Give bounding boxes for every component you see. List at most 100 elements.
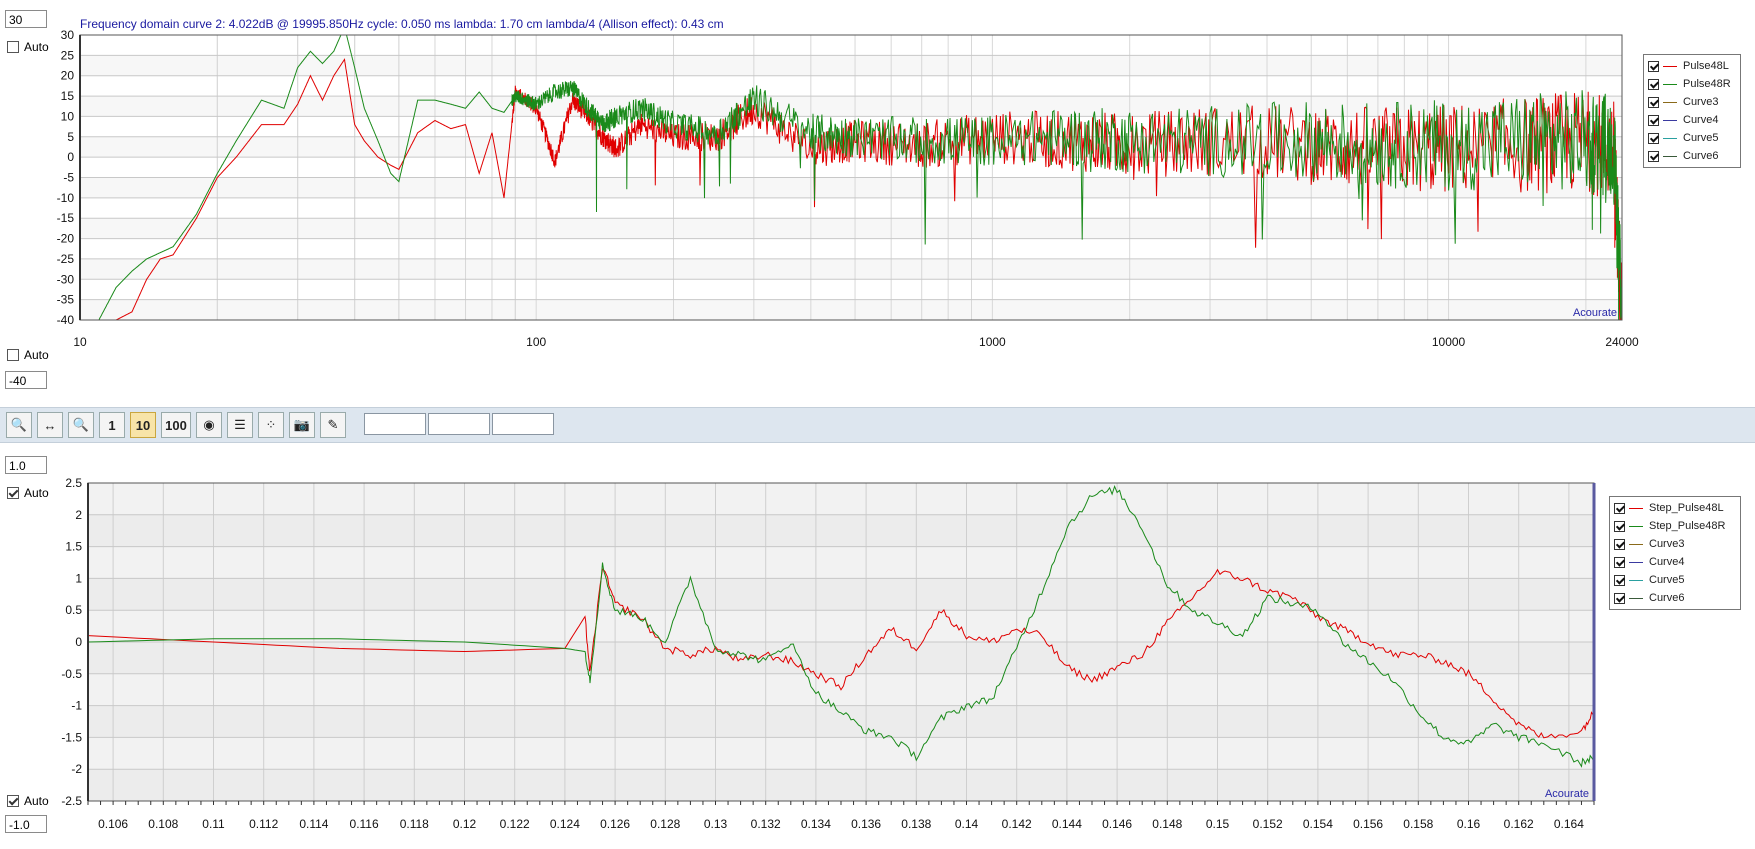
y-tick-label: 30	[61, 30, 75, 42]
checkbox-label: Auto	[24, 486, 49, 500]
cursor-info: Frequency domain curve 2: 4.022dB @ 1999…	[80, 17, 724, 31]
legend-checkbox[interactable]	[1614, 538, 1625, 550]
y-tick-label: 5	[67, 130, 74, 144]
zoom-out-icon[interactable]: 🔍	[68, 412, 94, 438]
legend-item[interactable]: Curve6	[1648, 147, 1736, 165]
legend-swatch	[1629, 525, 1643, 527]
checkbox-box[interactable]	[7, 41, 19, 53]
x-tick-label: 0.146	[1102, 817, 1132, 831]
edit-icon[interactable]: ✎	[320, 412, 346, 438]
y-tick-label: -30	[57, 272, 75, 286]
legend-checkbox[interactable]	[1614, 520, 1625, 532]
checkbox-box[interactable]	[7, 795, 19, 807]
x-tick-label: 0.16	[1457, 817, 1481, 831]
legend-item[interactable]: Curve3	[1648, 93, 1736, 111]
bottom-ymin-input[interactable]: -1.0	[5, 815, 47, 833]
checkbox-label: Auto	[24, 40, 49, 54]
checkbox-box[interactable]	[7, 349, 19, 361]
scale-100-button[interactable]: 100	[161, 412, 191, 438]
legend-checkbox[interactable]	[1648, 114, 1659, 126]
legend-label: Curve3	[1683, 96, 1719, 108]
legend-swatch	[1629, 579, 1643, 581]
plot-band	[80, 218, 1622, 239]
x-tick-label: 0.124	[550, 817, 580, 831]
legend-checkbox[interactable]	[1614, 574, 1625, 586]
scatter-icon[interactable]: ⁘	[258, 412, 284, 438]
legend-item[interactable]: Curve5	[1614, 571, 1736, 589]
x-tick-label: 0.118	[400, 817, 429, 831]
plot-band	[80, 96, 1622, 117]
y-tick-label: -2	[71, 762, 82, 776]
x-tick-label: 0.134	[801, 817, 831, 831]
plot-band	[88, 483, 1594, 515]
x-tick-label: 0.162	[1504, 817, 1534, 831]
x-tick-label: 24000	[1605, 335, 1639, 349]
scale-1-button[interactable]: 1	[99, 412, 125, 438]
legend-label: Curve5	[1683, 132, 1719, 144]
legend-checkbox[interactable]	[1648, 78, 1659, 90]
legend-item[interactable]: Curve3	[1614, 535, 1736, 553]
plot-band	[88, 737, 1594, 770]
legend-item[interactable]: Curve6	[1614, 589, 1736, 607]
plot-band	[88, 642, 1594, 674]
top-ymax-input[interactable]: 30	[5, 10, 47, 28]
zoom-in-icon[interactable]: 🔍	[6, 412, 32, 438]
acourate-watermark: Acourate	[1545, 788, 1589, 800]
legend-item[interactable]: Pulse48L	[1648, 57, 1736, 75]
legend-item[interactable]: Curve5	[1648, 129, 1736, 147]
legend-swatch	[1663, 83, 1677, 85]
camera-icon[interactable]: 📷	[289, 412, 315, 438]
x-tick-label: 0.122	[500, 817, 530, 831]
scale-10-button[interactable]: 10	[130, 412, 156, 438]
legend-checkbox[interactable]	[1648, 132, 1659, 144]
bottom-auto-bottom-checkbox[interactable]: Auto	[7, 794, 49, 808]
plot-band	[80, 279, 1622, 300]
toolbar-field-2[interactable]	[428, 413, 490, 435]
legend-item[interactable]: Step_Pulse48L	[1614, 499, 1736, 517]
series-line	[98, 34, 1623, 321]
legend-label: Curve4	[1649, 556, 1685, 568]
legend-checkbox[interactable]	[1648, 60, 1659, 72]
x-tick-label: 0.12	[453, 817, 477, 831]
top-ymin-input[interactable]: -40	[5, 371, 47, 389]
x-tick-label: 0.144	[1052, 817, 1082, 831]
checkbox-box[interactable]	[7, 487, 19, 499]
plot-band	[88, 610, 1594, 642]
legend-checkbox[interactable]	[1614, 592, 1625, 604]
bottom-ymax-input[interactable]: 1.0	[5, 456, 47, 474]
y-tick-label: 25	[61, 48, 75, 62]
top-legend[interactable]: Pulse48L Pulse48R Curve3 Curve4 Curve5 Curve6	[1643, 54, 1741, 168]
top-auto-bottom-checkbox[interactable]: Auto	[7, 348, 49, 362]
legend-item[interactable]: Pulse48R	[1648, 75, 1736, 93]
frequency-chart[interactable]: 30 25 20 15 10 5 0 -5 -10 -15 -20 -25 -30 -35 -40 10 100…	[0, 30, 1640, 395]
legend-label: Pulse48L	[1683, 60, 1729, 72]
legend-item[interactable]: Curve4	[1648, 111, 1736, 129]
bottom-legend[interactable]: Step_Pulse48L Step_Pulse48R Curve3 Curve4 Cu…	[1609, 496, 1741, 610]
fit-width-icon[interactable]: ↔	[37, 412, 63, 438]
legend-checkbox[interactable]	[1614, 556, 1625, 568]
toolbar-field-3[interactable]	[492, 413, 554, 435]
legend-item[interactable]: Curve4	[1614, 553, 1736, 571]
bottom-auto-top-checkbox[interactable]: Auto	[7, 486, 49, 500]
series-line	[87, 484, 1595, 768]
target-icon[interactable]: ◉	[196, 412, 222, 438]
legend-checkbox[interactable]	[1614, 502, 1625, 514]
legend-item[interactable]: Step_Pulse48R	[1614, 517, 1736, 535]
legend-label: Curve4	[1683, 114, 1719, 126]
x-tick-label: 0.138	[901, 817, 931, 831]
x-tick-label: 0.14	[955, 817, 979, 831]
toolbar-field-1[interactable]	[364, 413, 426, 435]
top-auto-top-checkbox[interactable]: Auto	[7, 40, 49, 54]
y-tick-label: -35	[57, 293, 75, 307]
y-tick-label: 1.5	[65, 540, 82, 554]
x-tick-label: 100	[526, 335, 546, 349]
legend-checkbox[interactable]	[1648, 150, 1659, 162]
x-tick-label: 0.164	[1554, 817, 1584, 831]
legend-checkbox[interactable]	[1648, 96, 1659, 108]
y-tick-label: -25	[57, 252, 75, 266]
x-tick-label: 0.158	[1403, 817, 1433, 831]
step-response-chart[interactable]: 2.5 2 1.5 1 0.5 0 -0.5 -1 -1.5 -2 -2.5 0.106 0.108 0.…	[0, 475, 1640, 849]
bars-icon[interactable]: ☰	[227, 412, 253, 438]
plot-band	[88, 705, 1594, 738]
x-tick-label: 0.154	[1303, 817, 1333, 831]
